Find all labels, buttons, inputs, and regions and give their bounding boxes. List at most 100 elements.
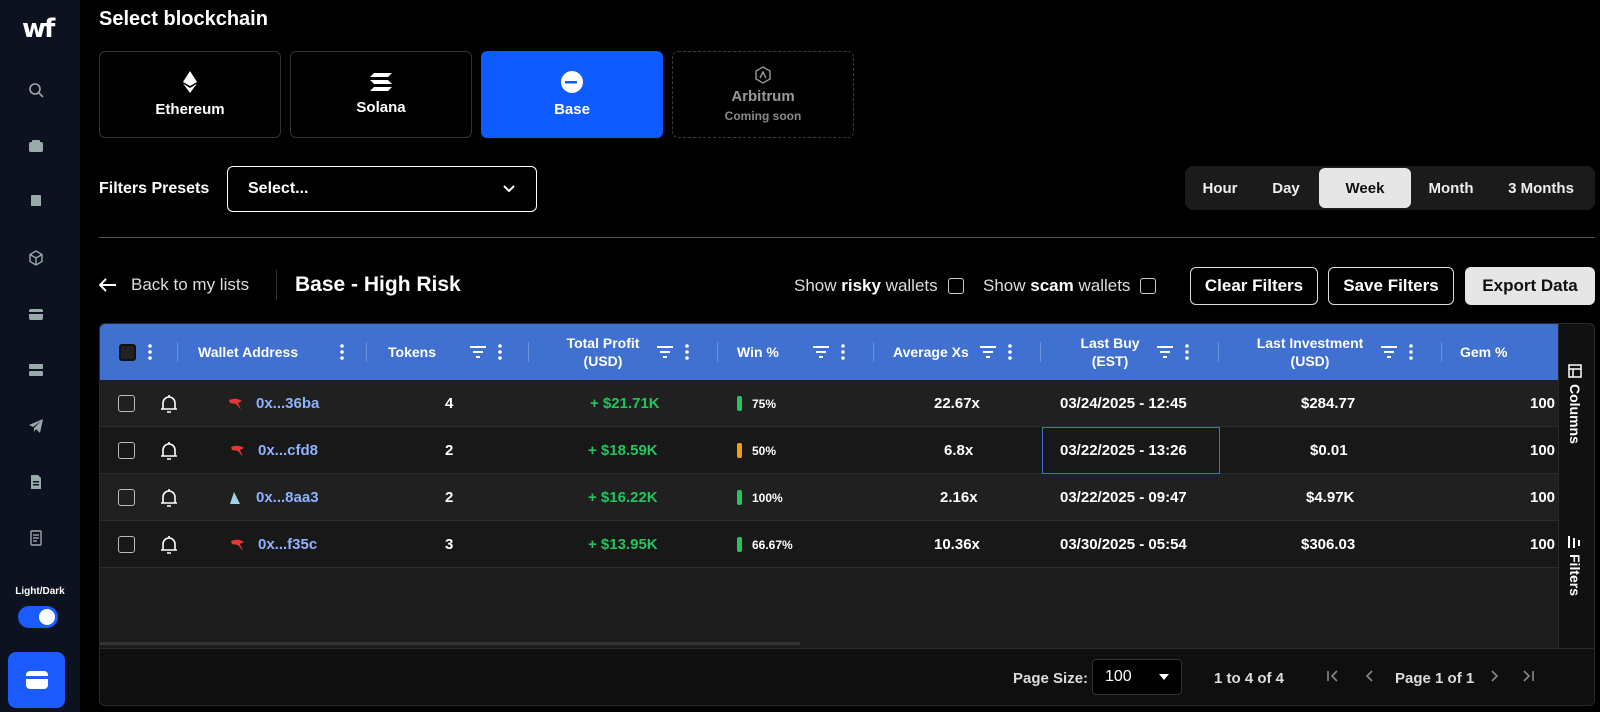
row-checkbox[interactable] <box>118 536 135 553</box>
gem-cell: 100 <box>1530 442 1556 459</box>
show-risky-checkbox[interactable] <box>947 278 964 294</box>
chain-ethereum[interactable]: Ethereum <box>99 51 281 138</box>
arrow-left-icon <box>99 278 116 292</box>
wallets-table: Wallet Address Tokens Total Profit (USD) … <box>99 323 1595 706</box>
bell-icon[interactable] <box>160 521 178 568</box>
range-3-months[interactable]: 3 Months <box>1508 179 1574 197</box>
next-page-icon[interactable] <box>1486 668 1502 684</box>
last-buy-cell: 03/30/2025 - 05:54 <box>1060 536 1187 553</box>
row-checkbox[interactable] <box>118 489 135 506</box>
show-risky-toggle[interactable]: Show risky wallets <box>794 276 964 296</box>
filters-presets-select[interactable]: Select... <box>227 166 537 212</box>
header-tokens[interactable]: Tokens <box>388 344 436 360</box>
table-row[interactable]: 0x...cfd8 2 + $18.59K 50% 6.8x 03/22/202… <box>100 427 1558 474</box>
page-size-select[interactable]: 100 <box>1092 659 1182 695</box>
last-buy-cell[interactable]: 03/22/2025 - 13:26 <box>1060 442 1187 459</box>
header-gem-percent[interactable]: Gem % <box>1460 344 1508 360</box>
app-logo[interactable]: wf <box>22 14 55 44</box>
show-scam-toggle[interactable]: Show scam wallets <box>983 276 1157 296</box>
win-cell: 100% <box>737 474 783 521</box>
filters-tab[interactable]: Filters <box>1567 536 1583 596</box>
ledger-icon[interactable] <box>26 528 46 548</box>
select-all-checkbox[interactable] <box>119 344 136 361</box>
telegram-icon[interactable] <box>26 416 46 436</box>
header-wallet-address[interactable]: Wallet Address <box>198 344 299 360</box>
header-last-buy[interactable]: Last Buy (EST) <box>1080 335 1140 369</box>
range-month[interactable]: Month <box>1428 179 1474 197</box>
filter-icon[interactable] <box>657 324 689 380</box>
last-investment-cell: $4.97K <box>1306 489 1355 506</box>
show-scam-checkbox[interactable] <box>1140 278 1157 294</box>
bell-icon[interactable] <box>160 380 178 427</box>
filter-icon[interactable] <box>470 324 502 380</box>
header-last-investment[interactable]: Last Investment (USD) <box>1256 335 1364 369</box>
card-icon[interactable] <box>26 304 46 324</box>
theme-toggle[interactable] <box>18 606 58 628</box>
separator <box>276 270 277 300</box>
divider <box>99 237 1595 238</box>
bell-icon[interactable] <box>160 474 178 521</box>
back-to-lists-link[interactable]: Back to my lists <box>99 275 249 295</box>
document-icon[interactable] <box>26 472 46 492</box>
chain-base[interactable]: Base <box>481 51 663 138</box>
solana-icon <box>370 73 392 91</box>
selected-cell-outline <box>1042 427 1220 474</box>
previous-page-icon[interactable] <box>1362 668 1378 684</box>
average-xs-cell: 22.67x <box>934 395 980 412</box>
red-bird-icon <box>228 380 244 427</box>
filter-icon[interactable] <box>1157 324 1189 380</box>
header-total-profit[interactable]: Total Profit (USD) <box>566 335 640 369</box>
red-bird-icon <box>230 521 246 568</box>
columns-icon <box>1568 364 1582 378</box>
row-checkbox[interactable] <box>118 442 135 459</box>
table-row[interactable]: 0x...36ba 4 + $21.71K 75% 22.67x 03/24/2… <box>100 380 1558 427</box>
column-menu-icon[interactable] <box>340 324 344 380</box>
win-cell: 66.67% <box>737 521 793 568</box>
bell-icon[interactable] <box>160 427 178 474</box>
gem-cell: 100 <box>1530 489 1556 506</box>
chain-name: Ethereum <box>155 101 225 118</box>
filter-icon[interactable] <box>1381 324 1413 380</box>
columns-tab[interactable]: Columns <box>1567 364 1583 444</box>
book-icon[interactable] <box>26 192 46 212</box>
last-buy-cell: 03/22/2025 - 09:47 <box>1060 489 1187 506</box>
column-menu-icon[interactable] <box>148 324 152 380</box>
win-cell: 50% <box>737 427 776 474</box>
win-indicator <box>737 537 742 552</box>
table-row[interactable]: 0x...f35c 3 + $13.95K 66.67% 10.36x 03/3… <box>100 521 1558 568</box>
horizontal-scrollbar[interactable] <box>100 642 800 645</box>
export-data-button[interactable]: Export Data <box>1465 267 1595 305</box>
page-info: Page 1 of 1 <box>1395 670 1475 687</box>
header-average-xs[interactable]: Average Xs <box>893 344 969 360</box>
table-row[interactable]: 0x...8aa3 2 + $16.22K 100% 2.16x 03/22/2… <box>100 474 1558 521</box>
wallet-address-link[interactable]: 0x...cfd8 <box>258 442 319 459</box>
main-content: Select blockchain Ethereum Solana Base A… <box>99 0 1600 712</box>
save-filters-button[interactable]: Save Filters <box>1328 267 1454 305</box>
show-risky-label: Show risky wallets <box>794 276 938 295</box>
wallet-address-link[interactable]: 0x...36ba <box>256 395 320 412</box>
range-day[interactable]: Day <box>1272 179 1300 197</box>
row-checkbox[interactable] <box>118 395 135 412</box>
last-investment-cell: $284.77 <box>1301 395 1356 412</box>
search-icon[interactable] <box>26 80 46 100</box>
chain-name: Base <box>554 101 590 118</box>
server-icon[interactable] <box>26 360 46 380</box>
profit-cell: + $21.71K <box>590 395 660 412</box>
wallet-address-link[interactable]: 0x...8aa3 <box>256 489 319 506</box>
last-page-icon[interactable] <box>1520 668 1536 684</box>
range-week[interactable]: Week <box>1319 168 1411 208</box>
average-xs-cell: 10.36x <box>934 536 980 553</box>
wallet-address-link[interactable]: 0x...f35c <box>258 536 318 553</box>
base-icon <box>561 71 583 93</box>
filter-icon[interactable] <box>813 324 845 380</box>
clear-filters-button[interactable]: Clear Filters <box>1190 267 1318 305</box>
first-page-icon[interactable] <box>1325 668 1341 684</box>
connect-wallet-button[interactable] <box>8 652 65 708</box>
last-buy-cell: 03/24/2025 - 12:45 <box>1060 395 1187 412</box>
range-hour[interactable]: Hour <box>1202 179 1238 197</box>
header-win-percent[interactable]: Win % <box>737 344 779 360</box>
wallet-icon[interactable] <box>26 136 46 156</box>
chain-solana[interactable]: Solana <box>290 51 472 138</box>
filter-icon[interactable] <box>980 324 1012 380</box>
cube-icon[interactable] <box>26 248 46 268</box>
